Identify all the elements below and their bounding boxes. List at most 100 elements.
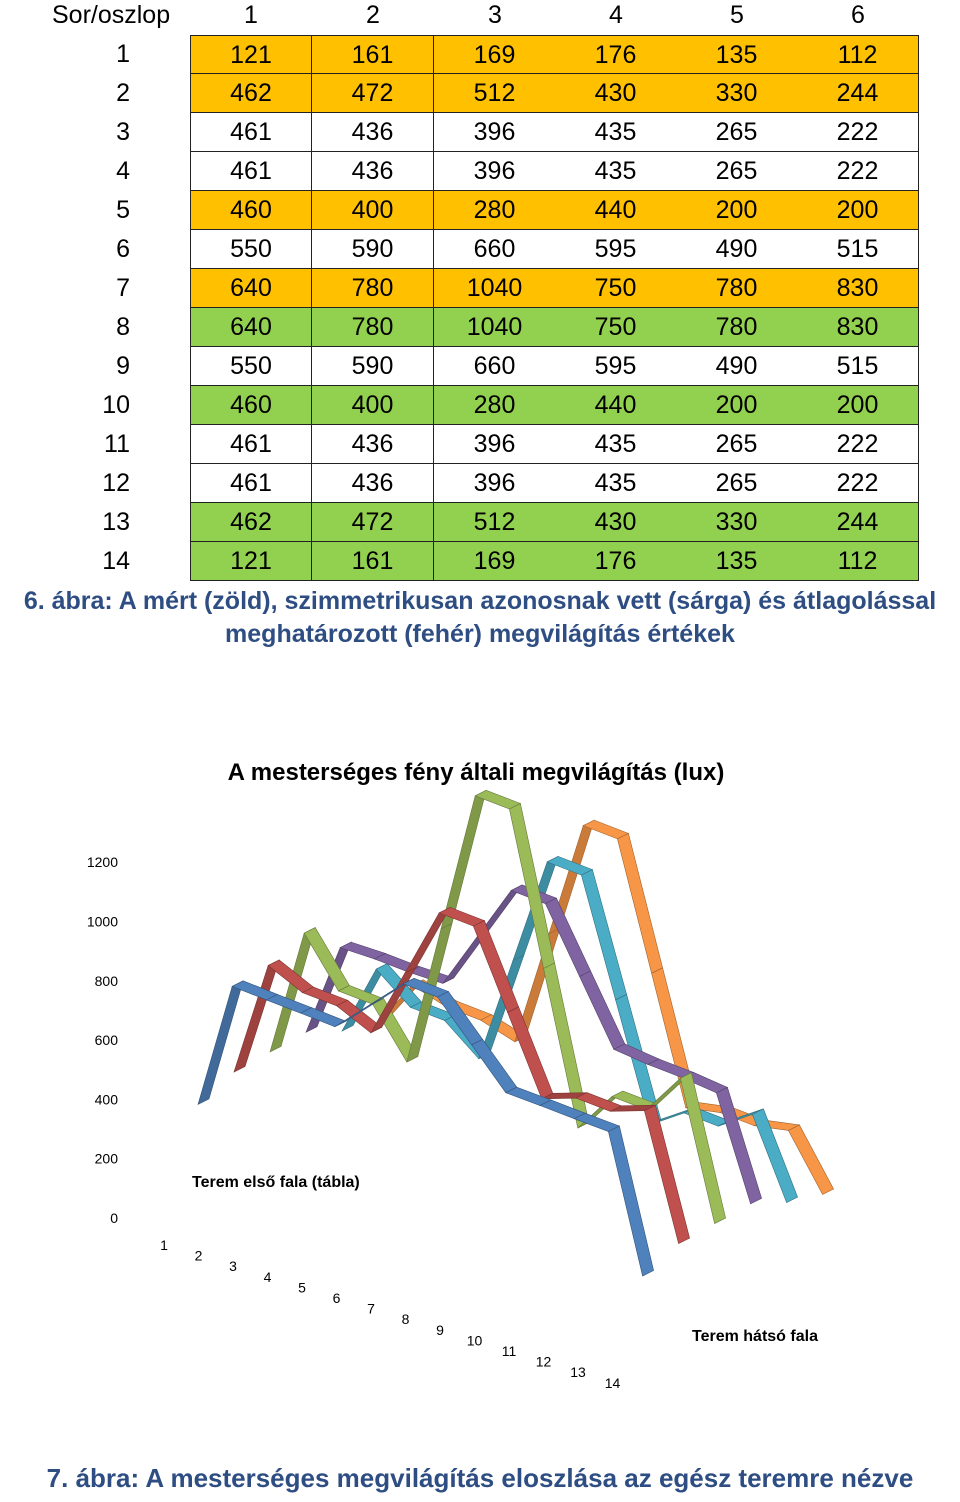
x-tick-label: 10: [467, 1332, 483, 1348]
table-cell: 222: [797, 113, 919, 152]
table-cell: 396: [434, 425, 556, 464]
table-cell: 436: [312, 464, 434, 503]
table-cell: 169: [434, 542, 556, 581]
series-ribbon: [341, 855, 798, 1204]
row-label: 13: [102, 508, 130, 536]
table-cell: 265: [676, 425, 798, 464]
x-tick-label: 9: [436, 1322, 444, 1338]
table-cell: 222: [797, 425, 919, 464]
table-row: 10 460 400 280 440 200 200: [0, 386, 960, 425]
x-tick-label: 8: [402, 1311, 410, 1327]
figure-6-caption: 6. ábra: A mért (zöld), szimmetrikusan a…: [0, 585, 960, 651]
table-cell: 490: [676, 347, 798, 386]
x-tick-label: 13: [570, 1364, 586, 1380]
table-cell: 396: [434, 464, 556, 503]
table-cell: 430: [555, 74, 677, 113]
table-cell: 176: [555, 35, 677, 74]
table-cell: 280: [434, 191, 556, 230]
ribbon-segment: [233, 959, 280, 1073]
ribbon-segment: [440, 789, 487, 930]
row-label: 8: [116, 313, 130, 341]
y-tick-label: 800: [95, 973, 119, 989]
table-cell: 435: [555, 152, 677, 191]
table-cell: 222: [797, 152, 919, 191]
table-cell: 121: [190, 35, 312, 74]
table-cell: 472: [312, 503, 434, 542]
table-cell: 440: [555, 386, 677, 425]
ribbon-segment: [617, 832, 663, 974]
table-cell: 640: [190, 308, 312, 347]
column-header: 2: [366, 1, 380, 29]
table-cell: 660: [434, 230, 556, 269]
x-tick-label: 14: [605, 1375, 621, 1391]
table-cell: 640: [190, 269, 312, 308]
ribbon-segment: [644, 1104, 690, 1245]
table-cell: 265: [676, 464, 798, 503]
table-cell: 265: [676, 113, 798, 152]
table-row: 3 461 436 396 435 265 222: [0, 113, 960, 152]
table-cell: 436: [312, 152, 434, 191]
table-cell: 512: [434, 503, 556, 542]
table-cell: 461: [190, 152, 312, 191]
table-corner-label: Sor/oszlop: [52, 1, 171, 29]
ribbon-segment: [787, 1124, 835, 1195]
row-label: 12: [102, 469, 130, 497]
chart-title: A mesterséges fény általi megvilágítás (…: [228, 759, 725, 786]
series-ribbon: [305, 884, 762, 1205]
x-tick-label: 5: [298, 1279, 306, 1295]
illuminance-3d-line-chart: A mesterséges fény általi megvilágítás (…: [87, 759, 835, 1391]
table-cell: 176: [555, 542, 677, 581]
table-cell: 462: [190, 503, 312, 542]
table-cell: 780: [676, 269, 798, 308]
table-cell: 830: [797, 308, 919, 347]
table-cell: 1040: [434, 269, 556, 308]
column-header: 4: [609, 1, 623, 29]
table-cell: 396: [434, 113, 556, 152]
table-cell: 780: [676, 308, 798, 347]
y-tick-label: 0: [110, 1210, 118, 1226]
table-cell: 200: [676, 191, 798, 230]
y-tick-label: 1000: [87, 914, 118, 930]
table-cell: 244: [797, 74, 919, 113]
row-label: 11: [104, 430, 130, 458]
y-tick-label: 400: [95, 1091, 119, 1107]
table-cell: 472: [312, 74, 434, 113]
row-label: 10: [102, 391, 130, 419]
table-cell: 436: [312, 113, 434, 152]
table-row: 8 640 780 1040 750 780 830: [0, 308, 960, 347]
table-cell: 550: [190, 347, 312, 386]
table-cell: 161: [312, 542, 434, 581]
table-cell: 135: [676, 542, 798, 581]
table-cell: 460: [190, 386, 312, 425]
table-header-row: Sor/oszlop 1 2 3 4 5 6: [0, 0, 960, 35]
table-cell: 830: [797, 269, 919, 308]
table-row: 5 460 400 280 440 200 200: [0, 191, 960, 230]
table-cell: 112: [797, 542, 919, 581]
table-cell: 462: [190, 74, 312, 113]
figure-6-caption-line-1: 6. ábra: A mért (zöld), szimmetrikusan a…: [23, 587, 937, 615]
table-cell: 400: [312, 386, 434, 425]
table-cell: 435: [555, 113, 677, 152]
table-cell: 330: [676, 74, 798, 113]
table-cell: 750: [555, 269, 677, 308]
table-cell: 590: [312, 347, 434, 386]
table-cell: 461: [190, 425, 312, 464]
table-cell: 440: [555, 191, 677, 230]
table-cell: 595: [555, 347, 677, 386]
figure-6-caption-line-2: meghatározott (fehér) megvilágítás érték…: [225, 620, 735, 648]
table-row: 12 461 436 396 435 265 222: [0, 464, 960, 503]
table-cell: 200: [797, 386, 919, 425]
row-label: 6: [116, 235, 130, 263]
ribbon-segment: [680, 1072, 726, 1224]
y-tick-label: 200: [95, 1151, 119, 1167]
table-cell: 435: [555, 464, 677, 503]
table-cell: 515: [797, 347, 919, 386]
series-ribbon: [233, 906, 690, 1245]
row-label: 2: [116, 79, 130, 107]
column-header: 5: [730, 1, 744, 29]
ribbon-segment: [752, 1108, 798, 1204]
column-header: 6: [851, 1, 865, 29]
ribbon-segment: [608, 1125, 654, 1277]
table-cell: 1040: [434, 308, 556, 347]
y-tick-label: 600: [95, 1032, 119, 1048]
